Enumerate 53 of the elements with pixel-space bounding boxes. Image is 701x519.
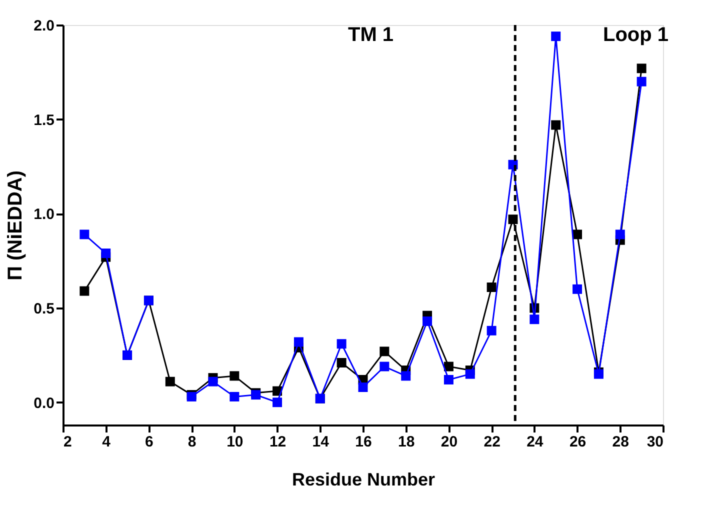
point bbox=[636, 64, 646, 74]
y-axis-title: Π (NiEDDA) bbox=[4, 170, 27, 280]
y-tick-label: 2.0 bbox=[34, 18, 54, 34]
point bbox=[444, 362, 454, 372]
point bbox=[465, 369, 475, 379]
point bbox=[80, 286, 90, 296]
x-tick-label: 8 bbox=[188, 434, 196, 450]
point bbox=[380, 362, 390, 372]
x-tick-label: 16 bbox=[355, 434, 372, 450]
point bbox=[530, 314, 540, 324]
x-tick-label: 18 bbox=[398, 434, 415, 450]
annotation: TM 1 bbox=[348, 24, 394, 46]
x-tick-label: 24 bbox=[526, 434, 544, 450]
point bbox=[380, 346, 390, 356]
point bbox=[401, 371, 411, 381]
x-tick-label: 12 bbox=[269, 434, 286, 450]
x-tick-label: 22 bbox=[484, 434, 500, 450]
point bbox=[358, 382, 368, 392]
x-tick-label: 6 bbox=[145, 434, 154, 450]
point bbox=[336, 339, 346, 349]
point bbox=[336, 358, 346, 368]
point bbox=[551, 32, 561, 42]
x-axis-title: Residue Number bbox=[292, 470, 436, 490]
y-tick-label: 1.0 bbox=[34, 206, 54, 224]
x-tick-label: 14 bbox=[312, 434, 330, 450]
x-tick-label: 2 bbox=[64, 434, 72, 450]
point bbox=[572, 230, 582, 240]
point bbox=[486, 282, 496, 292]
x-tick-label: 20 bbox=[440, 434, 458, 450]
x-tick-label: 4 bbox=[102, 434, 112, 450]
point bbox=[208, 376, 218, 386]
x-tick-label: 26 bbox=[569, 434, 586, 450]
point bbox=[80, 230, 90, 240]
point bbox=[101, 248, 111, 258]
point bbox=[272, 398, 282, 408]
point bbox=[551, 120, 561, 130]
x-tick-label: 10 bbox=[226, 434, 244, 450]
point bbox=[572, 284, 582, 294]
point bbox=[615, 230, 625, 240]
y-tick-label: 0.5 bbox=[34, 300, 54, 318]
point bbox=[486, 326, 496, 336]
point bbox=[230, 392, 240, 402]
y-tick-label: 1.5 bbox=[34, 112, 54, 129]
point bbox=[422, 316, 432, 326]
point bbox=[165, 376, 175, 386]
point bbox=[294, 337, 304, 347]
x-tick-label: 30 bbox=[646, 434, 664, 450]
point bbox=[444, 374, 454, 384]
point bbox=[230, 371, 240, 381]
x-tick-label: 28 bbox=[612, 434, 629, 450]
y-tick-label: 0.0 bbox=[34, 394, 54, 412]
point bbox=[636, 76, 646, 86]
annotation: Loop 1 bbox=[603, 24, 669, 46]
